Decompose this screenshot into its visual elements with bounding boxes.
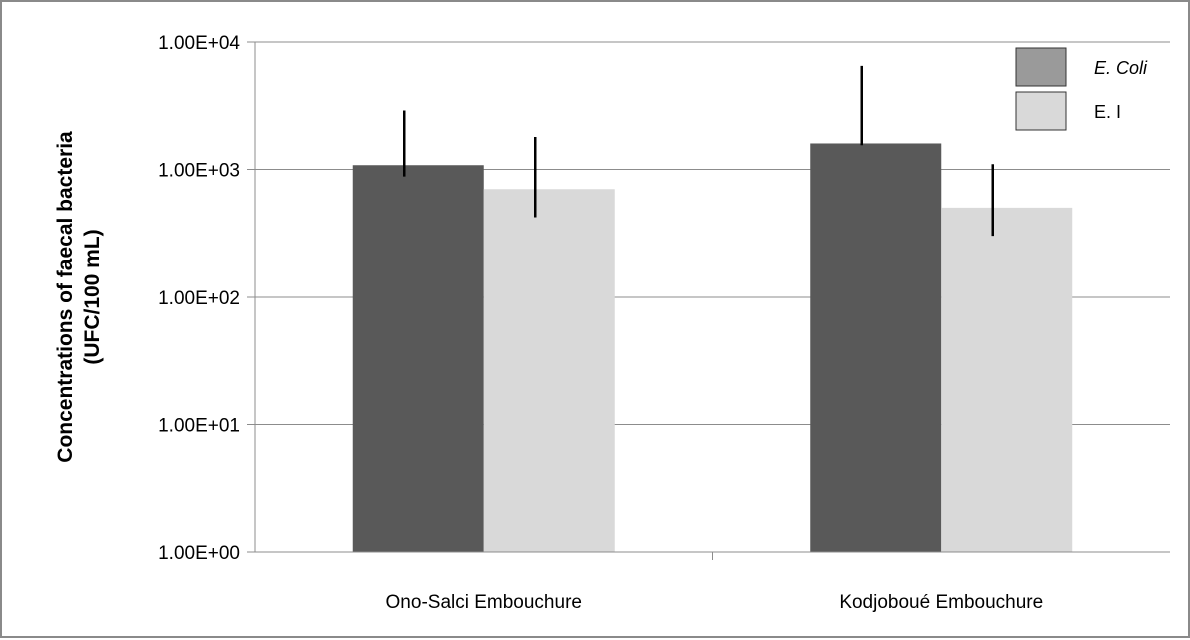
- y-tick-label-3: 1.00E+03: [158, 161, 240, 182]
- y-tick-label-2: 1.00E+02: [158, 288, 240, 309]
- bar-0-0: [352, 165, 484, 552]
- bars: [352, 143, 1073, 552]
- bar-1-1: [941, 207, 1073, 552]
- x-tick-label-1: Kodjoboué Embouchure: [839, 592, 1043, 613]
- tick-labels: 1.00E+00 1.00E+01 1.00E+02 1.00E+03 1.00E+04…: [158, 33, 1043, 613]
- bar-0-1: [483, 189, 615, 552]
- y-tick-label-0: 1.00E+00: [158, 543, 240, 564]
- bar-1-0: [810, 143, 942, 552]
- legend-swatch-0: [1015, 47, 1067, 87]
- legend-swatch-1: [1015, 91, 1067, 131]
- axes: [247, 41, 1170, 560]
- x-tick-label-0: Ono-Salci Embouchure: [386, 592, 582, 613]
- y-axis-title-line-1: Concentrations of faecal bacteria: [54, 131, 77, 463]
- legend-label-1: E. I: [1094, 102, 1121, 122]
- legend-label-0: E. Coli: [1094, 58, 1148, 78]
- error-bars: [403, 65, 994, 237]
- legend: E. Coli E. I: [1015, 47, 1148, 131]
- y-tick-label-4: 1.00E+04: [158, 33, 240, 54]
- y-tick-label-1: 1.00E+01: [158, 416, 240, 437]
- y-axis-title-line-2: (UFC/100 mL): [81, 229, 104, 364]
